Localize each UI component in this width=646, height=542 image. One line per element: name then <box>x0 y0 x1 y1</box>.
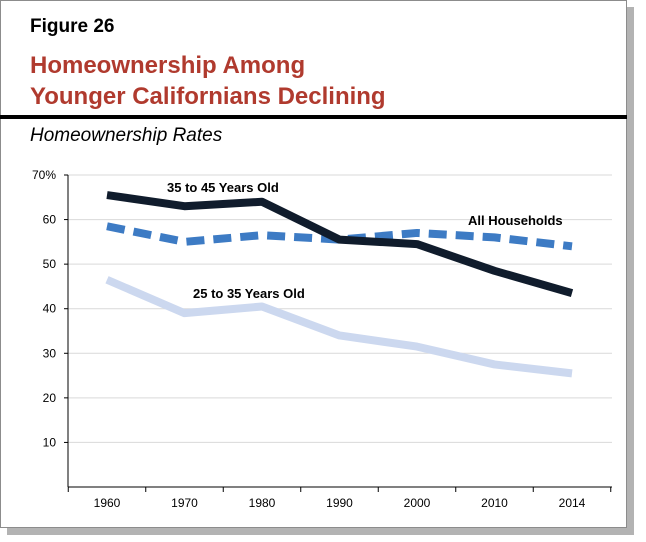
series-label-0: 35 to 45 Years Old <box>167 180 279 195</box>
y-tick-label: 70% <box>32 168 56 182</box>
title-divider <box>0 115 627 119</box>
chart-subtitle: Homeownership Rates <box>30 125 223 146</box>
x-tick-label: 2010 <box>481 496 508 510</box>
figure-label: Figure 26 <box>30 16 115 37</box>
y-tick-label: 10 <box>43 435 57 449</box>
series-label-1: All Households <box>468 213 563 228</box>
x-tick-label: 1980 <box>249 496 276 510</box>
x-tick-label: 2014 <box>559 496 586 510</box>
y-tick-label: 20 <box>43 391 57 405</box>
series-line-1 <box>106 222 573 251</box>
x-tick-label: 1970 <box>171 496 198 510</box>
figure-title: Homeownership Among Younger Californians… <box>30 50 386 112</box>
y-tick-label: 50 <box>43 257 57 271</box>
y-tick-label: 40 <box>43 302 57 316</box>
x-tick-label: 1990 <box>326 496 353 510</box>
y-tick-label: 60 <box>43 213 57 227</box>
figure-title-line-2: Younger Californians Declining <box>30 83 386 110</box>
series-line-2 <box>105 276 573 378</box>
x-tick-label: 2000 <box>404 496 431 510</box>
y-tick-label: 30 <box>43 346 57 360</box>
x-tick-label: 1960 <box>94 496 121 510</box>
series-label-2: 25 to 35 Years Old <box>193 286 305 301</box>
figure-title-line-1: Homeownership Among <box>30 52 306 79</box>
series-line-0 <box>106 191 574 297</box>
